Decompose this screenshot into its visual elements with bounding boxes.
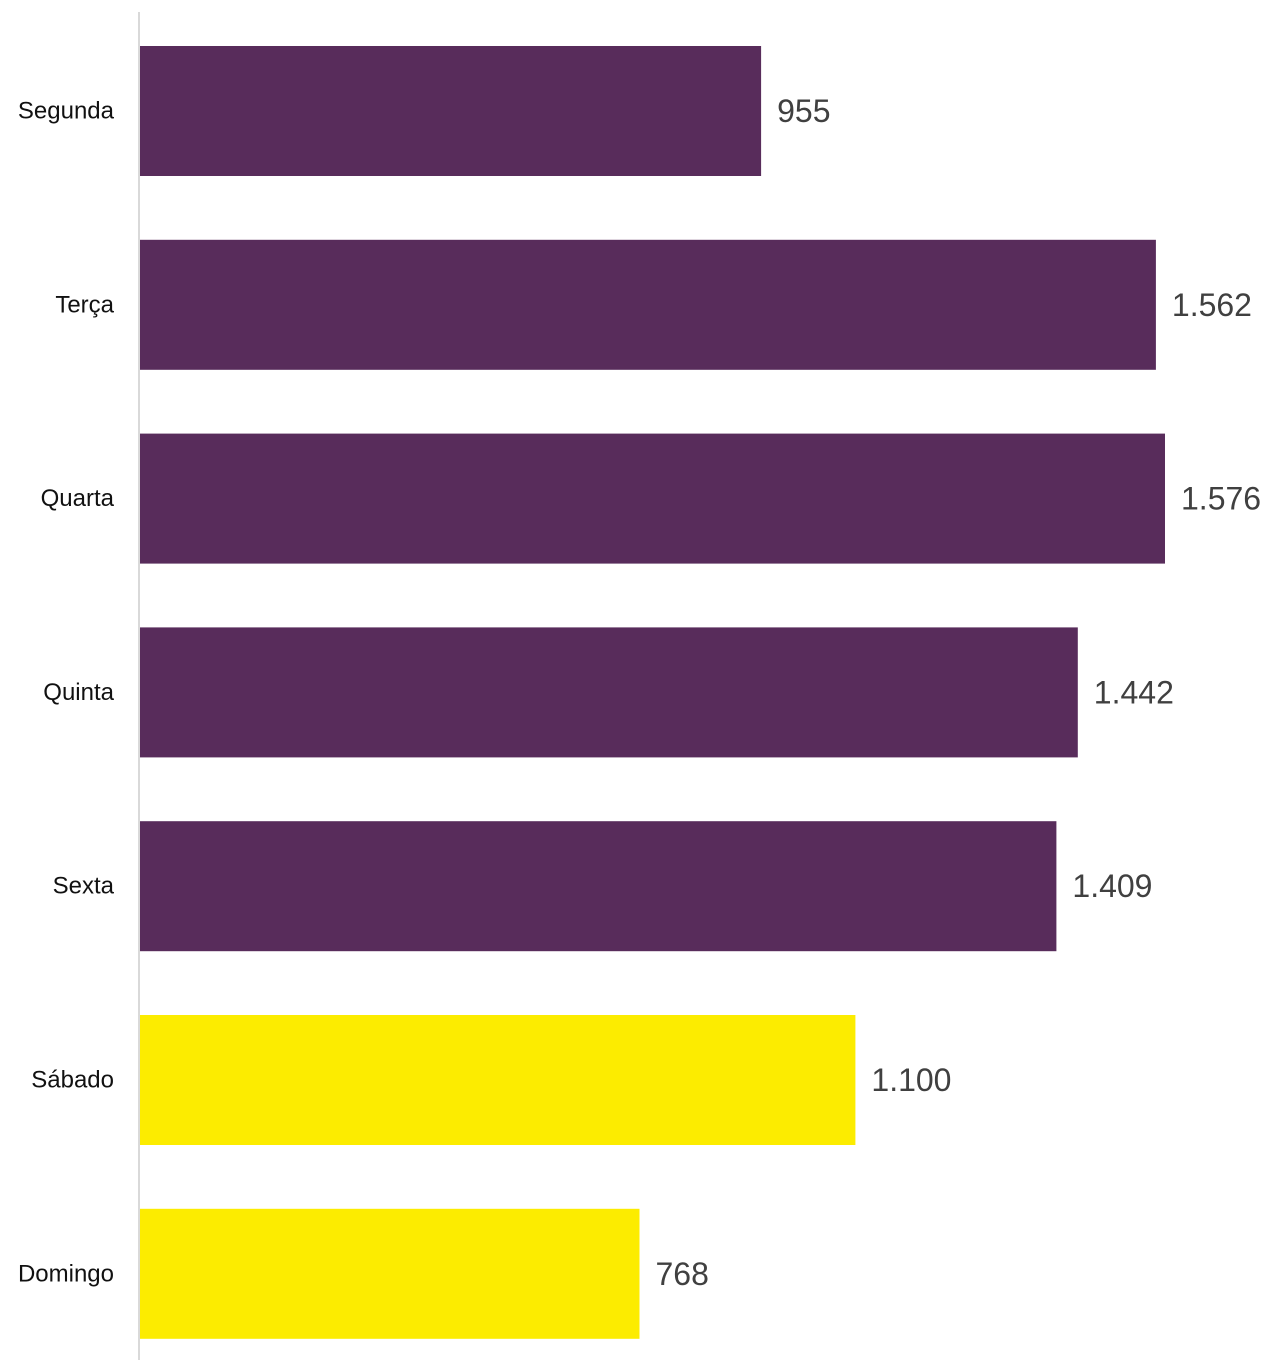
value-label-sabado: 1.100 <box>871 1062 951 1098</box>
category-label-sabado: Sábado <box>31 1067 114 1094</box>
value-label-segunda: 955 <box>777 93 830 129</box>
value-label-quarta: 1.576 <box>1181 481 1261 517</box>
category-label-sexta: Sexta <box>53 873 115 900</box>
category-label-quinta: Quinta <box>43 679 114 706</box>
category-label-quarta: Quarta <box>41 485 115 512</box>
category-labels-group: Segunda Terça Quarta Quinta Sexta Sábado Domin… <box>18 98 115 1288</box>
bar-sabado <box>140 1015 856 1145</box>
value-labels-group: 955 1.562 1.576 1.442 1.409 1.100 768 <box>656 93 1262 1292</box>
value-label-sexta: 1.409 <box>1072 868 1152 904</box>
bars-group <box>140 46 1165 1339</box>
bar-terca <box>140 239 1156 370</box>
value-label-domingo: 768 <box>656 1256 709 1292</box>
category-label-domingo: Domingo <box>18 1260 114 1287</box>
bar-sexta <box>140 821 1057 952</box>
value-label-terca: 1.562 <box>1172 287 1252 323</box>
category-label-terca: Terça <box>55 291 114 318</box>
category-label-segunda: Segunda <box>18 98 115 125</box>
bar-quinta <box>140 627 1078 758</box>
bar-domingo <box>140 1208 640 1339</box>
value-label-quinta: 1.442 <box>1094 674 1174 710</box>
bar-segunda <box>140 46 762 176</box>
bar-quarta <box>140 433 1165 564</box>
